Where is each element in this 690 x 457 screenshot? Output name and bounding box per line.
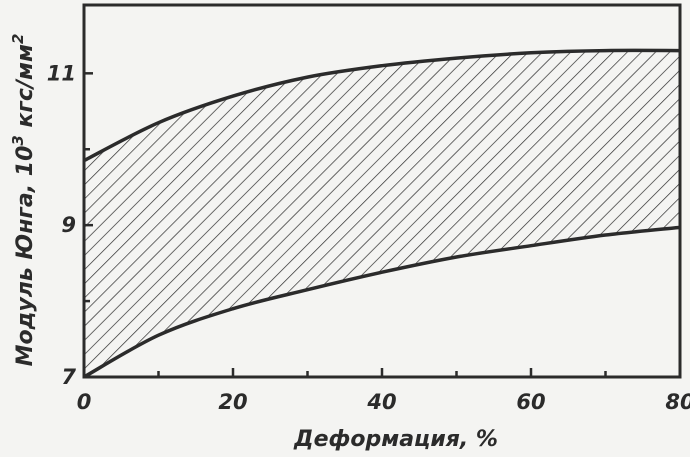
x-tick-label-60: 60 — [516, 390, 545, 414]
lower-bound-curve — [84, 225, 680, 377]
upper-bound-curve — [84, 48, 680, 163]
y-axis-label-mid: кгс/мм — [13, 44, 38, 135]
x-axis-label: Деформация, % — [293, 427, 498, 452]
y-axis-label-sup2: 2 — [9, 34, 27, 44]
x-tick-label-20: 20 — [218, 390, 247, 414]
x-tick-label-0: 0 — [77, 390, 92, 414]
y-axis-label-sup1: 3 — [9, 135, 27, 145]
axis-ticks — [84, 72, 607, 377]
y-axis-label: Модуль Юнга, 103 кгс/мм2 — [9, 34, 38, 367]
x-tick-label-40: 40 — [366, 390, 396, 414]
hatched-band-area — [84, 50, 680, 377]
y-tick-label-9: 9 — [61, 213, 76, 237]
y-axis-label-prefix: Модуль Юнга, 10 — [13, 146, 38, 367]
y-tick-label-11: 11 — [47, 61, 76, 85]
y-tick-label-7: 7 — [61, 365, 76, 389]
axis-tick-labels: 0 20 40 60 80 7 9 11 — [47, 61, 690, 414]
x-tick-label-80: 80 — [665, 390, 690, 414]
